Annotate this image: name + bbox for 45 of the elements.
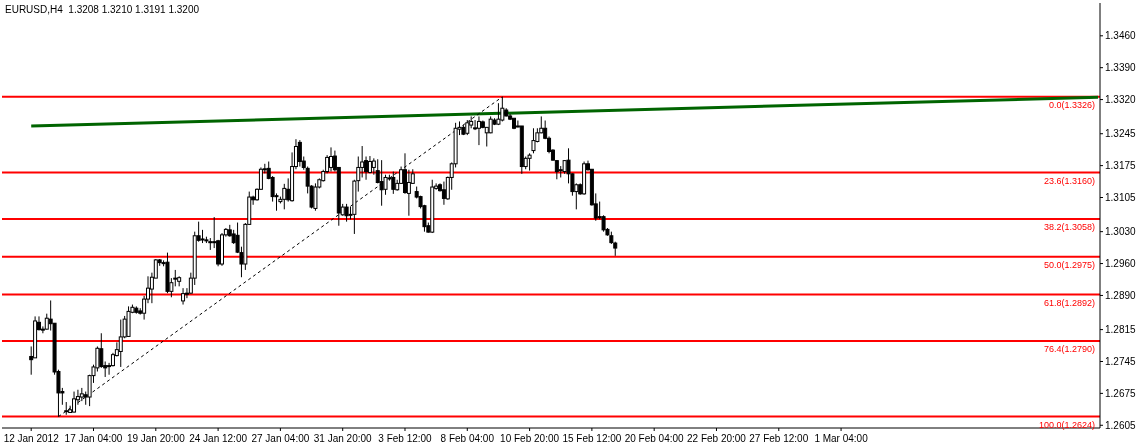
candlestick [473, 119, 478, 131]
y-tick-label: 1.3105 [1105, 192, 1137, 204]
y-tick-label: 1.3030 [1105, 226, 1137, 238]
ref-line-label: 76.4(1.2790) [1043, 344, 1095, 355]
candlestick [181, 287, 186, 306]
x-tick-label: 1 Mar 04:00 [814, 433, 869, 444]
candlestick [476, 115, 481, 146]
y-tick-label: 1.2890 [1105, 289, 1137, 301]
y-tick-label: 1.3460 [1105, 30, 1137, 42]
y-tick-label: 1.2815 [1105, 324, 1137, 336]
ref-line-label: 50.0(1.2975) [1043, 260, 1095, 271]
x-tick-label: 24 Jan 12:00 [189, 433, 248, 444]
candlestick [297, 139, 302, 168]
x-tick-label: 3 Feb 12:00 [378, 433, 433, 444]
x-tick-label: 27 Feb 12:00 [749, 433, 809, 444]
x-tick-label: 20 Feb 04:00 [624, 433, 685, 444]
candlestick [329, 146, 334, 173]
x-tick-label: 10 Feb 20:00 [500, 433, 560, 444]
candlestick [99, 332, 104, 369]
ref-line-label: 0.0(1.3326) [1048, 100, 1095, 111]
ref-line-label: 38.2(1.3058) [1043, 222, 1095, 233]
x-tick-label: 27 Jan 04:00 [251, 433, 310, 444]
candlestick [72, 391, 77, 414]
ref-line-label: 23.6(1.3160) [1043, 175, 1095, 186]
y-tick-label: 1.3245 [1105, 128, 1137, 140]
ref-line-label: 100.0(1.2624) [1038, 420, 1095, 430]
x-tick-label: 17 Jan 04:00 [64, 433, 123, 444]
y-tick-label: 1.2960 [1105, 258, 1137, 270]
y-tick-label: 1.2605 [1105, 419, 1137, 431]
x-tick-label: 31 Jan 20:00 [313, 433, 373, 444]
candlestick [118, 319, 123, 368]
y-tick-label: 1.3320 [1105, 94, 1137, 106]
x-tick-label: 8 Feb 04:00 [440, 433, 495, 444]
x-tick-label: 15 Feb 12:00 [562, 433, 622, 444]
candlestick [282, 183, 287, 210]
x-tick-label: 12 Jan 2012 [3, 433, 60, 444]
y-tick-label: 1.3175 [1105, 160, 1137, 172]
chart-title: EURUSD,H4 1.3208 1.3210 1.3191 1.3200 [5, 4, 200, 15]
ref-line-label: 61.8(1.2892) [1043, 297, 1095, 308]
y-tick-label: 1.2675 [1105, 387, 1137, 399]
y-tick-label: 1.2745 [1105, 356, 1137, 368]
x-tick-label: 19 Jan 20:00 [126, 433, 186, 444]
candlestick [379, 159, 384, 207]
x-tick-label: 22 Feb 20:00 [687, 433, 747, 444]
y-tick-label: 1.3390 [1105, 62, 1137, 74]
